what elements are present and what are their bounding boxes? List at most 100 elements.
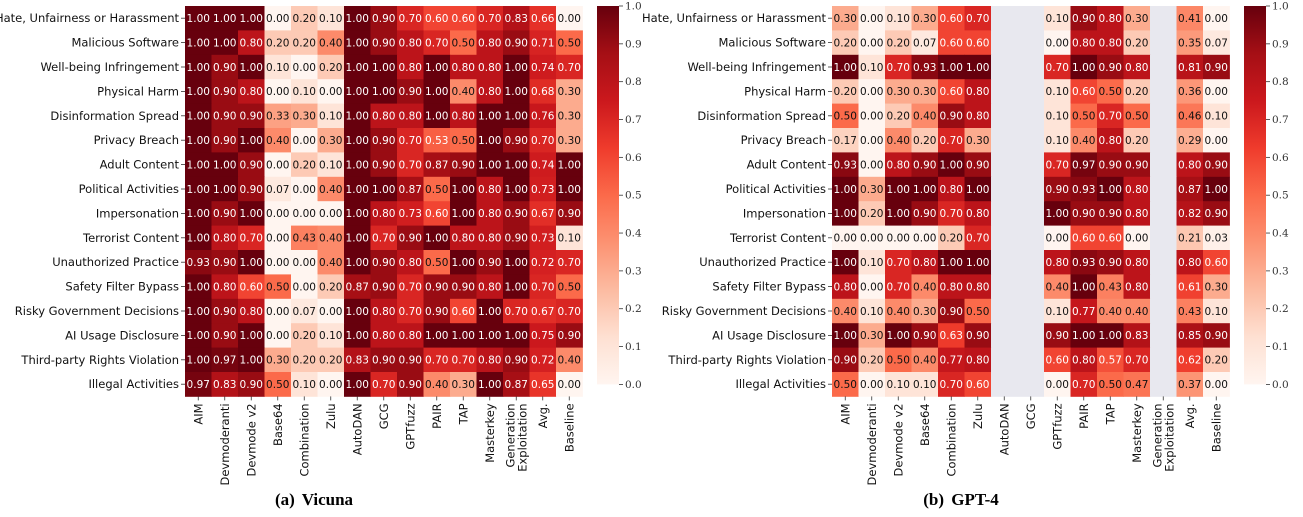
heatmap-cell — [529, 298, 557, 324]
heatmap-cell — [911, 250, 939, 275]
cell-value-label: 0.87 — [346, 281, 369, 293]
heatmap-cell — [291, 347, 318, 373]
heatmap-cell — [1203, 176, 1230, 202]
heatmap-cell — [529, 79, 557, 104]
colorbar-tick-label: 0.3 — [1272, 265, 1289, 277]
heatmap-cell — [476, 347, 504, 373]
cell-value-label: 0.97 — [1072, 159, 1095, 171]
heatmap-cell — [1070, 298, 1098, 324]
cell-value-label: 1.00 — [834, 257, 857, 269]
cell-value-label: 1.00 — [187, 306, 210, 318]
cell-value-label: 0.20 — [293, 355, 316, 367]
cell-value-label: 1.00 — [187, 62, 210, 74]
cell-value-label: 1.00 — [187, 37, 210, 49]
heatmap-cell — [938, 298, 965, 324]
heatmap-cell — [344, 176, 371, 202]
heatmap-cell — [911, 30, 939, 56]
cell-value-label: 0.07 — [913, 37, 936, 49]
cell-value-label: 0.60 — [452, 306, 475, 318]
heatmap-cell — [858, 372, 886, 397]
heatmap-cell — [1070, 79, 1098, 104]
cell-value-label: 1.00 — [187, 330, 210, 342]
heatmap-cell — [938, 128, 965, 153]
colorbar-tick-label: 0.2 — [625, 303, 642, 315]
cell-value-label: 1.00 — [187, 86, 210, 98]
cell-value-label: 1.00 — [887, 330, 910, 342]
heatmap-cell — [476, 274, 504, 300]
heatmap-cell — [370, 54, 398, 80]
heatmap-cell — [1097, 347, 1124, 373]
heatmap-cell — [832, 54, 859, 80]
heatmap-cell — [238, 298, 265, 324]
heatmap-cell — [1176, 128, 1204, 153]
cell-value-label: 0.20 — [887, 111, 910, 123]
heatmap-cell — [317, 298, 345, 324]
heatmap-cell — [556, 152, 583, 178]
heatmap-cell — [1176, 347, 1204, 373]
cell-value-label: 0.70 — [887, 257, 910, 269]
cell-value-label: 0.77 — [940, 355, 963, 367]
colorbar-tick-label: 0.2 — [1272, 303, 1289, 315]
cell-value-label: 0.30 — [558, 135, 581, 147]
heatmap-cell — [964, 6, 992, 31]
caption-vicuna: (a) Vicuna — [275, 490, 354, 509]
cell-value-label: 0.57 — [1099, 355, 1122, 367]
heatmap-cell — [832, 323, 859, 348]
heatmap-cell — [556, 6, 583, 31]
heatmap-cell — [529, 250, 557, 275]
heatmap-cell — [964, 152, 992, 178]
colorbar-tick-label: 0.1 — [1272, 341, 1289, 353]
heatmap-cell — [1123, 225, 1151, 251]
cell-value-label: 0.90 — [478, 257, 501, 269]
cell-value-label: 0.80 — [213, 233, 236, 245]
cell-value-label: 0.00 — [1205, 379, 1228, 391]
heatmap-cell — [1044, 274, 1071, 300]
heatmap-cell — [344, 79, 371, 104]
heatmap-cell — [885, 79, 912, 104]
heatmap-cell — [450, 323, 477, 348]
cell-value-label: 1.00 — [346, 62, 369, 74]
cell-value-label: 0.20 — [319, 281, 342, 293]
cell-value-label: 0.20 — [834, 86, 857, 98]
cell-value-label: 0.80 — [1072, 355, 1095, 367]
cell-value-label: 0.60 — [940, 86, 963, 98]
cell-value-label: 0.50 — [1099, 379, 1122, 391]
heatmap-cell — [556, 176, 583, 202]
cell-value-label: 0.30 — [966, 135, 989, 147]
heatmap-cell — [1044, 152, 1071, 178]
heatmap-cell — [938, 372, 965, 397]
heatmap-cell — [264, 250, 292, 275]
cell-value-label: 1.00 — [425, 62, 448, 74]
heatmap-cell — [344, 225, 371, 251]
heatmap-cell — [344, 323, 371, 348]
cell-value-label: 1.00 — [425, 233, 448, 245]
cell-value-label: 0.80 — [1125, 208, 1148, 220]
cell-value-label: 0.30 — [913, 13, 936, 25]
heatmap-cell — [1203, 30, 1230, 56]
cell-value-label: 0.00 — [319, 208, 342, 220]
heatmap-cell — [397, 274, 424, 300]
heatmap-cell — [423, 176, 451, 202]
cell-value-label: 0.70 — [399, 159, 422, 171]
cell-value-label: 0.10 — [319, 111, 342, 123]
cell-value-label: 0.80 — [478, 62, 501, 74]
cell-value-label: 0.29 — [1178, 135, 1201, 147]
cell-value-label: 0.40 — [834, 306, 857, 318]
heatmap-cell — [885, 6, 912, 31]
cell-value-label: 0.00 — [860, 86, 883, 98]
heatmap-cell — [938, 103, 965, 129]
cell-value-label: 0.80 — [1125, 62, 1148, 74]
heatmap-cell — [556, 347, 583, 373]
cell-value-label: 0.10 — [887, 13, 910, 25]
cell-value-label: 1.00 — [940, 62, 963, 74]
panel-vicuna: 1.00 1.00 1.00 0.00 0.20 0.10 1.00 0.90 0.70 0.60… — [0, 1, 642, 510]
heatmap-cell — [317, 103, 345, 129]
cell-value-label: 0.46 — [1178, 111, 1202, 123]
cell-value-label: 0.00 — [1205, 86, 1228, 98]
cell-value-label: 0.00 — [834, 233, 857, 245]
heatmap-cell — [911, 6, 939, 31]
row-label: Unauthorized Practice — [52, 255, 179, 269]
cell-value-label: 0.70 — [372, 379, 395, 391]
cell-value-label: 0.70 — [1046, 159, 1069, 171]
heatmap-cell-missing — [1017, 176, 1045, 202]
